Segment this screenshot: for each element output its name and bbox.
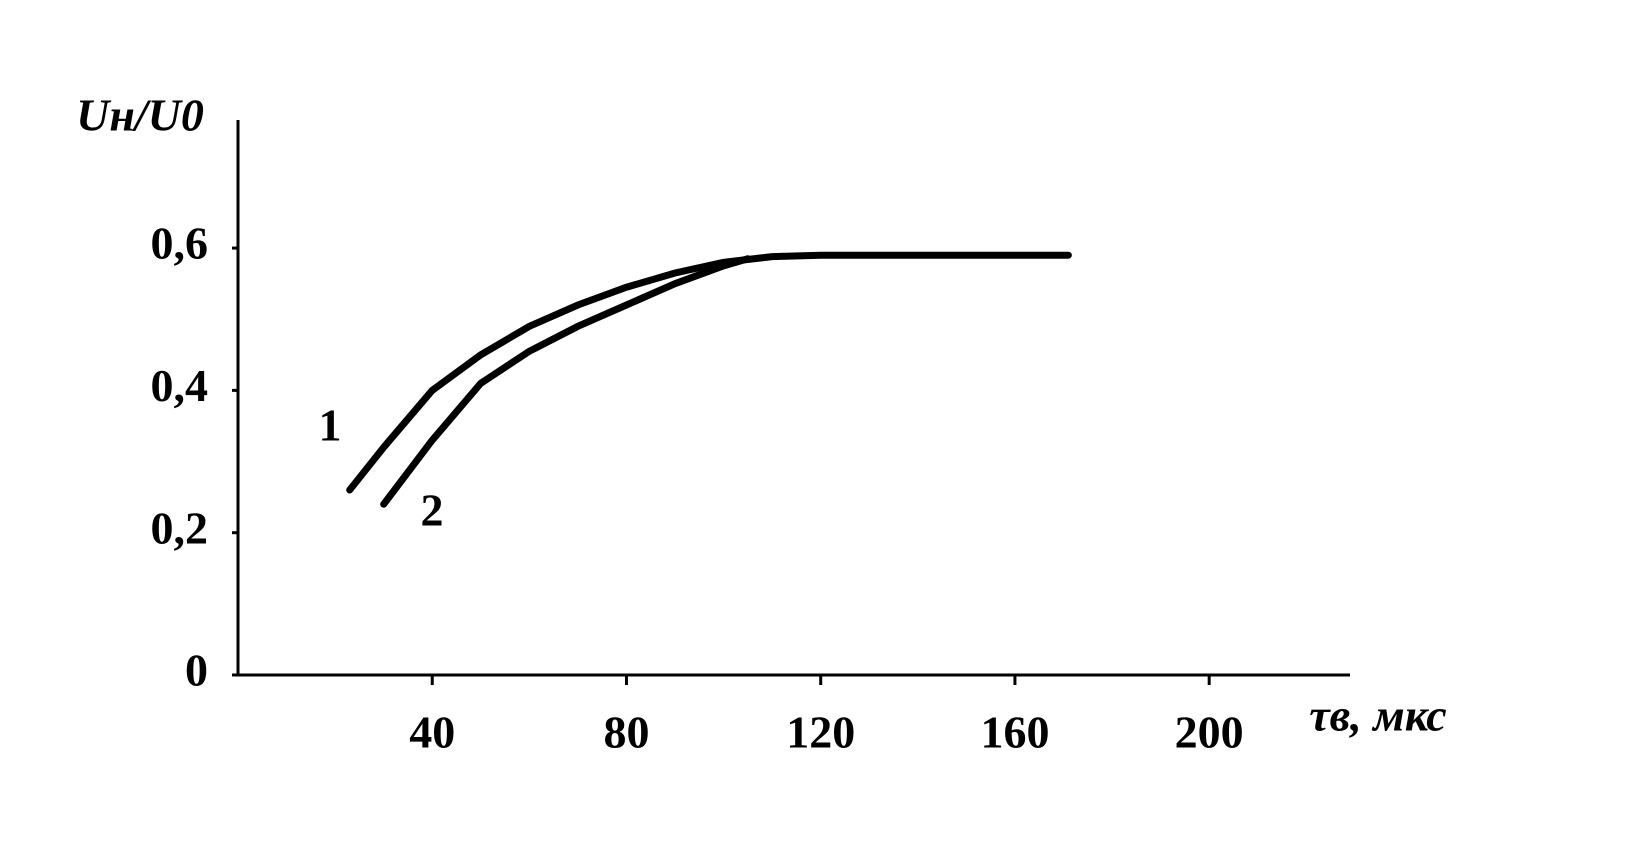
x-tick-label: 160: [980, 707, 1049, 758]
series-label: 2: [421, 485, 444, 536]
y-tick-label: 0: [185, 645, 208, 696]
x-axis-label: τв, мкс: [1309, 690, 1446, 741]
line: [380, 255, 752, 508]
axes: [236, 120, 1350, 677]
line: [346, 251, 1072, 494]
y-tick-label: 0,2: [151, 502, 209, 553]
y-tick-label: 0,6: [151, 218, 209, 269]
x-tick-label: 200: [1175, 707, 1244, 758]
series-label: 1: [319, 400, 342, 451]
y-axis-label: Uн/U0: [76, 90, 204, 141]
y-tick-label: 0,4: [151, 360, 209, 411]
x-tick-label: 40: [409, 707, 455, 758]
x-tick-label: 80: [603, 707, 649, 758]
x-tick-label: 120: [786, 707, 855, 758]
